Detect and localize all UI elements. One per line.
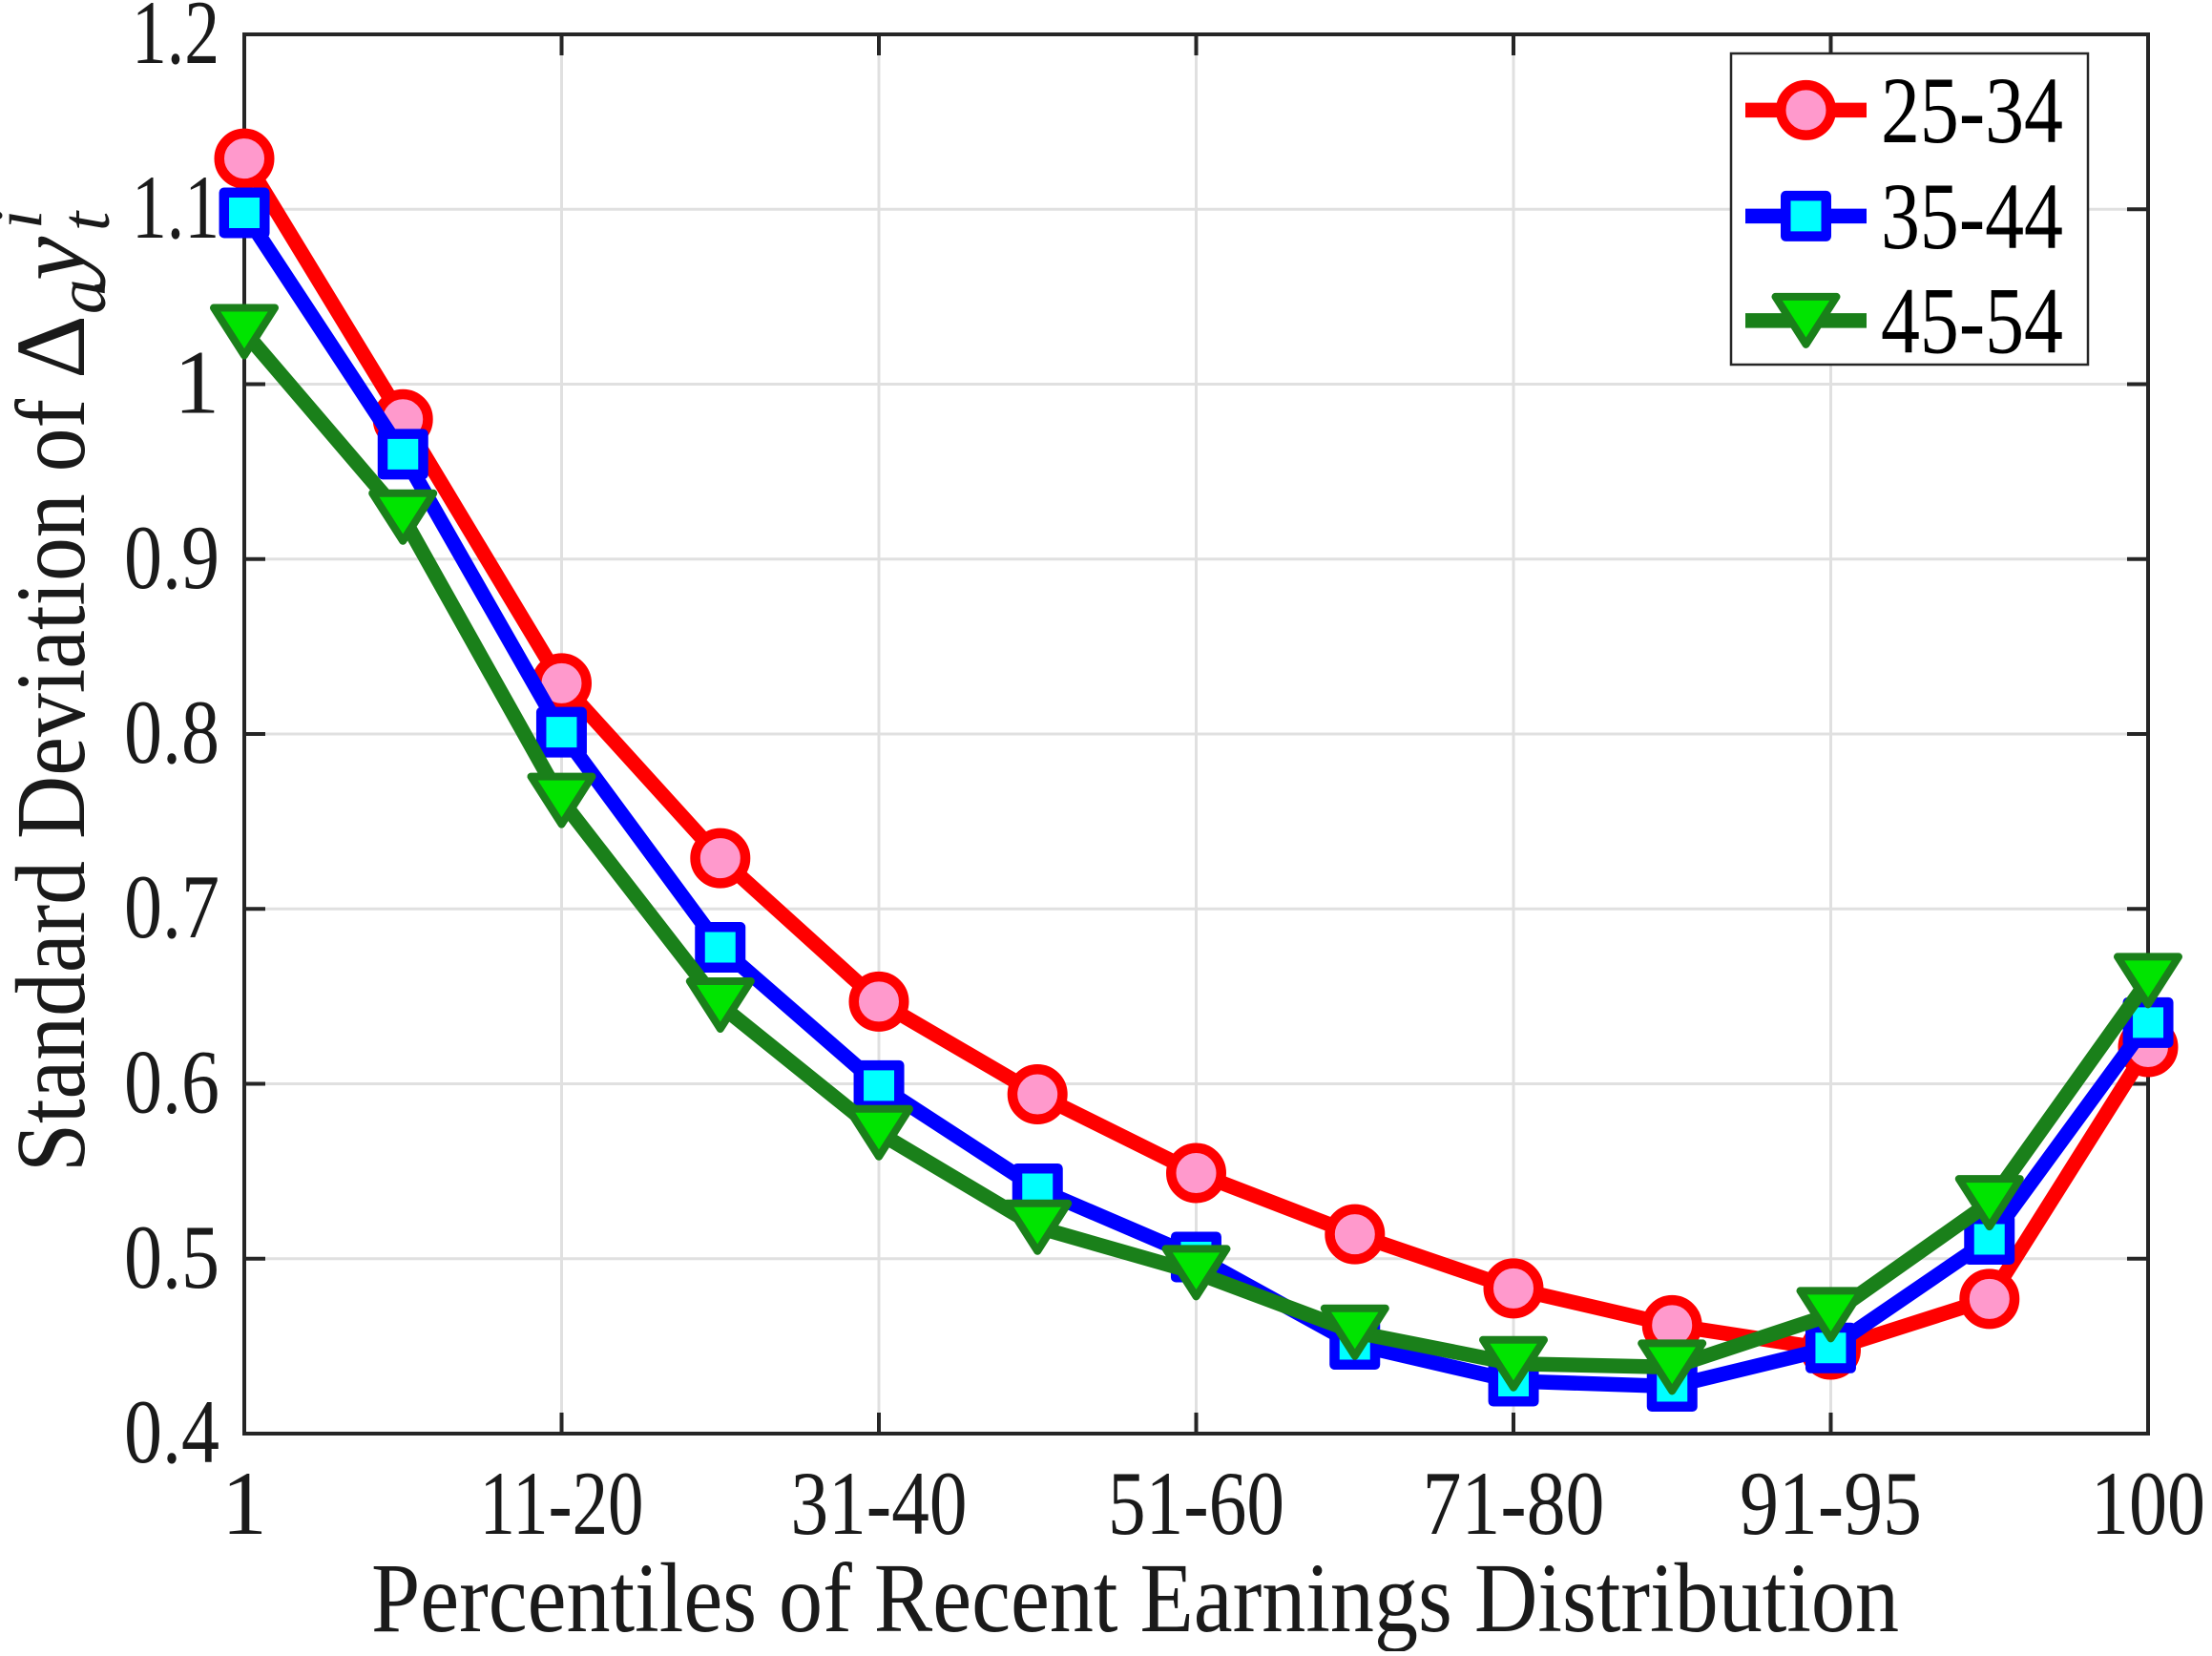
svg-text:0.9: 0.9 [124, 507, 219, 608]
svg-text:35-44: 35-44 [1881, 163, 2063, 269]
svg-text:y: y [0, 236, 106, 289]
svg-text:1.2: 1.2 [132, 0, 219, 83]
svg-text:11-20: 11-20 [480, 1453, 644, 1554]
svg-text:100: 100 [2091, 1453, 2205, 1554]
svg-text:1: 1 [175, 332, 220, 433]
svg-text:45-54: 45-54 [1881, 267, 2063, 373]
svg-text:t: t [47, 210, 124, 231]
svg-text:25-34: 25-34 [1881, 57, 2063, 163]
svg-text:i: i [0, 210, 56, 229]
svg-text:0.8: 0.8 [124, 681, 219, 783]
svg-text:51-60: 51-60 [1108, 1453, 1284, 1554]
svg-text:1: 1 [221, 1453, 267, 1554]
svg-text:0.4: 0.4 [124, 1381, 219, 1482]
svg-text:0.7: 0.7 [124, 856, 219, 957]
svg-text:71-80: 71-80 [1423, 1453, 1605, 1554]
svg-text:Percentiles of Recent Earnings: Percentiles of Recent Earnings Distribut… [371, 1543, 1899, 1651]
svg-text:91-95: 91-95 [1740, 1453, 1922, 1554]
svg-text:a: a [43, 280, 120, 315]
svg-text:31-40: 31-40 [791, 1453, 968, 1554]
svg-text:1.1: 1.1 [132, 157, 219, 258]
svg-text:0.5: 0.5 [124, 1206, 219, 1308]
svg-text:Standard Deviation of: Standard Deviation of [0, 399, 106, 1172]
svg-text:0.6: 0.6 [124, 1032, 219, 1133]
svg-text:Δ: Δ [0, 315, 106, 379]
